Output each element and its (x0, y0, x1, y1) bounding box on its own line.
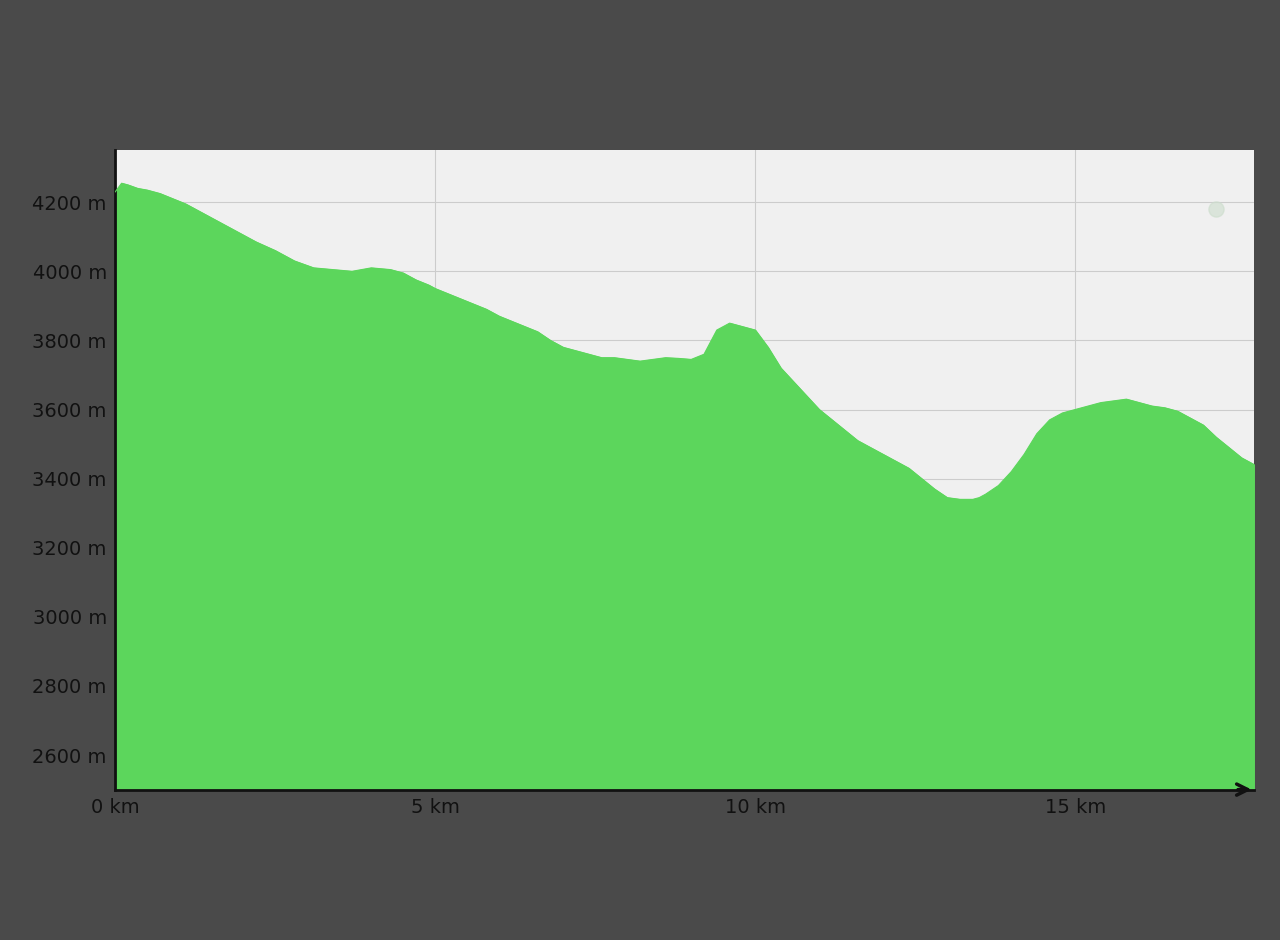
Point (1206, 201, 1226, 216)
